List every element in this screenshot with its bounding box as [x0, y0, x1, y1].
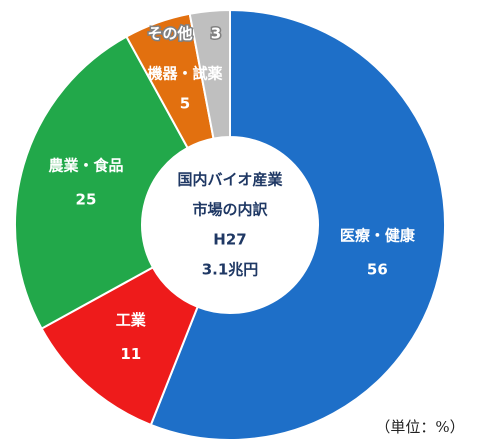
data-label-value: 56 — [367, 261, 388, 279]
data-label-name: 医療・健康 — [340, 227, 416, 245]
unit-note: （単位：%） — [375, 418, 464, 436]
center-text: H27 — [213, 231, 246, 249]
data-label-name: 工業 — [116, 311, 147, 329]
center-text: 市場の内訳 — [192, 201, 268, 219]
donut-segment — [14, 35, 189, 330]
data-label-value: 11 — [120, 345, 141, 363]
data-label-name: 農業・食品 — [48, 157, 123, 175]
data-label-value: 5 — [180, 95, 190, 113]
donut-segment — [149, 8, 446, 441]
donut-segment — [40, 266, 199, 427]
data-label-name: その他 — [147, 25, 192, 43]
donut-segment — [188, 8, 231, 140]
center-text: 国内バイオ産業 — [177, 171, 283, 189]
center-text: 3.1兆円 — [202, 261, 259, 279]
data-label-name: 機器・試薬 — [147, 65, 222, 83]
data-label-value: 3 — [211, 25, 221, 43]
data-label-value: 25 — [76, 191, 97, 209]
